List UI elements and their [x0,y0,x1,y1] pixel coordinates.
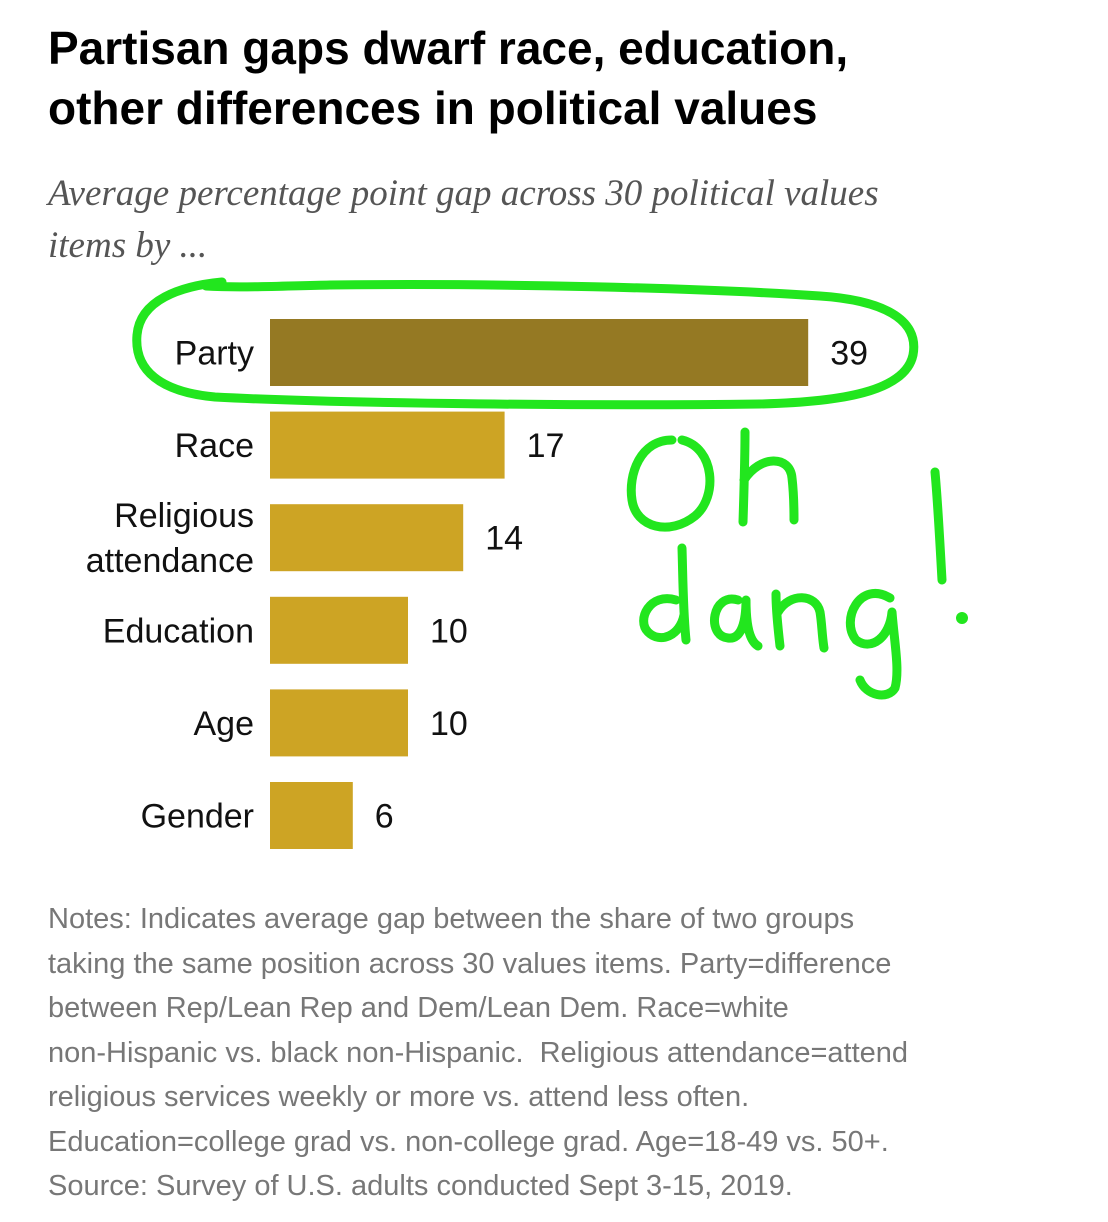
category-label: Party [175,335,254,373]
category-label-line: Religious [114,497,254,535]
notes-line: non-Hispanic vs. black non-Hispanic. Rel… [48,1036,909,1069]
category-label-line: Gender [141,798,254,836]
value-label: 6 [375,798,394,836]
category-label: Gender [141,798,254,836]
chart-subtitle-line-2: items by ... [48,225,208,266]
handwritten-letter-o [626,435,715,532]
bar-race [270,411,505,479]
category-label-line: attendance [86,542,254,580]
handwritten-exclamation-dot [956,612,968,624]
bar-age [270,689,408,757]
category-label-line: Education [103,612,254,650]
bar-gender [270,782,353,849]
handwritten-letter-h [738,427,799,527]
bar-group: Party 39 Race 17 Religious attendance 14 Educat… [86,319,868,849]
chart-subtitle-line-1: Average percentage point gap across 30 p… [48,173,879,214]
notes-line: Education=college grad vs. non-college g… [48,1125,889,1158]
bar-party [270,319,809,386]
category-label-line: Party [175,335,254,373]
notes-line: Notes: Indicates average gap between the… [48,903,855,935]
notes-line: taking the same position across 30 value… [48,947,892,980]
highlight-loop [132,277,919,410]
handwritten-letter-d [639,543,691,645]
value-label: 17 [527,427,565,465]
category-label: Religious attendance [86,497,254,580]
category-label-line: Age [194,705,255,743]
chart-notes: Notes: Indicates average gap between the… [48,897,1088,1209]
notes-line: religious services weekly or more vs. at… [48,1081,750,1113]
category-label: Age [194,705,255,743]
handwritten-exclamation [930,467,947,585]
chart-title-line-1: Partisan gaps dwarf race, education, [48,22,849,74]
value-label: 10 [430,705,468,743]
handwritten-letter-n [771,589,829,653]
chart-title: Partisan gaps dwarf race, education, oth… [48,18,1088,138]
handwritten-letter-g [845,589,902,700]
handwritten-annotation [132,277,968,700]
notes-line: Source: Survey of U.S. adults conducted … [48,1170,793,1202]
value-label: 39 [830,335,868,373]
bar-education [270,596,408,664]
bar-religious-attendance [270,504,464,572]
value-label: 14 [485,520,523,558]
value-label: 10 [430,612,468,650]
category-label: Race [175,427,254,465]
category-label: Education [103,612,254,650]
notes-line: between Rep/Lean Rep and Dem/Lean Dem. R… [48,992,789,1024]
chart-title-line-2: other differences in political values [48,82,818,134]
category-label-line: Race [175,427,254,465]
handwritten-letter-a [710,594,763,651]
chart-subtitle: Average percentage point gap across 30 p… [48,168,1088,272]
bar-chart: Party 39 Race 17 Religious attendance 14 Educat… [86,277,968,849]
